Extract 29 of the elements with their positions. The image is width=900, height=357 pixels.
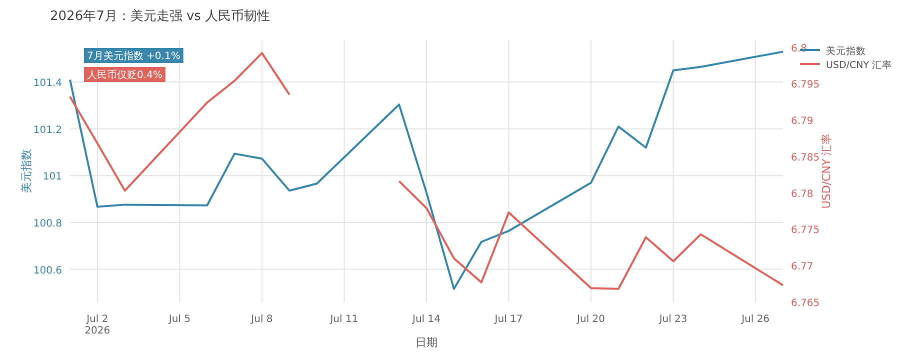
legend-label: 美元指数 [826, 45, 866, 57]
y2-tick-label: 6.765 [791, 298, 820, 309]
y2-axis-title: USD/CNY 汇率 [820, 133, 833, 209]
chart-title: 2026年7月：美元走强 vs 人民币韧性 [50, 8, 270, 24]
x-tick-label: Jul 23 [658, 314, 688, 325]
legend-label: USD/CNY 汇率 [826, 59, 892, 71]
y-axis-title: 美元指数 [20, 149, 33, 193]
x-tick-label: Jul 26 [740, 314, 770, 325]
y-tick-label: 100.8 [33, 218, 62, 230]
x-tick-label: Jul 20 [576, 314, 606, 325]
y2-tick-label: 6.77 [791, 262, 814, 273]
x-tick-label: Jul 17 [494, 314, 523, 325]
annotation: 人民币仅贬0.4% [87, 69, 162, 81]
x-tick-label: Jul 8 [250, 314, 273, 325]
x-tick-label: Jul 2 2026 [84, 314, 110, 336]
x-tick-label: Jul 5 [168, 314, 190, 325]
y-tick-label: 100.6 [33, 265, 62, 276]
x-tick-label: Jul 14 [412, 314, 440, 325]
y2-tick-label: 6.79 [791, 116, 814, 128]
y2-tick-label: 6.795 [791, 80, 820, 91]
y-tick-label: 101 [42, 172, 62, 183]
y2-tick-label: 6.785 [791, 152, 820, 164]
y2-tick-label: 6.775 [791, 225, 820, 236]
y2-tick-label: 6.78 [791, 188, 814, 200]
x-tick-label: Jul 11 [329, 314, 358, 325]
annotation: 7月美元指数 +0.1% [87, 50, 180, 62]
y-tick-label: 101.4 [33, 78, 62, 90]
y-tick-label: 101.2 [33, 124, 62, 136]
x-axis-title: 日期 [416, 336, 438, 349]
